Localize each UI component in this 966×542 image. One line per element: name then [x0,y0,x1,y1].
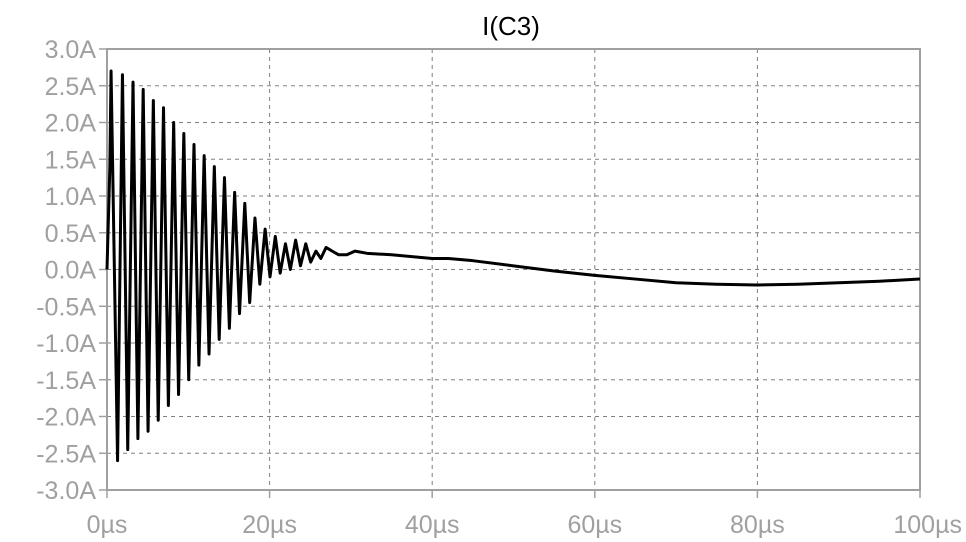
y-tick-label: -0.5A [36,293,96,321]
y-tick-label: -2.0A [36,404,96,432]
series-group [105,69,921,463]
x-tick-label: 80µs [730,511,785,539]
y-axis: 3.0A 2.5A 2.0A 1.5A 1.0A 0.5A 0.0A -0.5A -1.0A -1… [36,36,107,505]
y-tick-label: -2.5A [36,440,96,468]
x-tick-label: 60µs [567,511,622,539]
x-axis: 0µs 20µs 40µs 60µs 80µs 100µs [87,490,962,539]
x-tick-label: 20µs [242,511,297,539]
y-tick-label: 2.5A [45,73,97,101]
y-tick-label: -3.0A [36,477,96,505]
y-tick-label: -1.5A [36,367,96,395]
x-tick-label: 40µs [405,511,460,539]
x-tick-label: 100µs [893,511,962,539]
y-tick-label: 0.5A [45,220,97,248]
series-line [105,69,921,463]
y-tick-label: 3.0A [45,36,97,64]
chart-title: I(C3) [482,11,540,41]
y-tick-label: 2.0A [45,110,97,138]
x-tick-label: 0µs [87,511,128,539]
y-tick-label: 1.0A [45,183,97,211]
y-tick-label: 1.5A [45,146,97,174]
y-tick-label: 0.0A [45,257,97,285]
grid-lines [107,49,920,490]
y-tick-label: -1.0A [36,330,96,358]
